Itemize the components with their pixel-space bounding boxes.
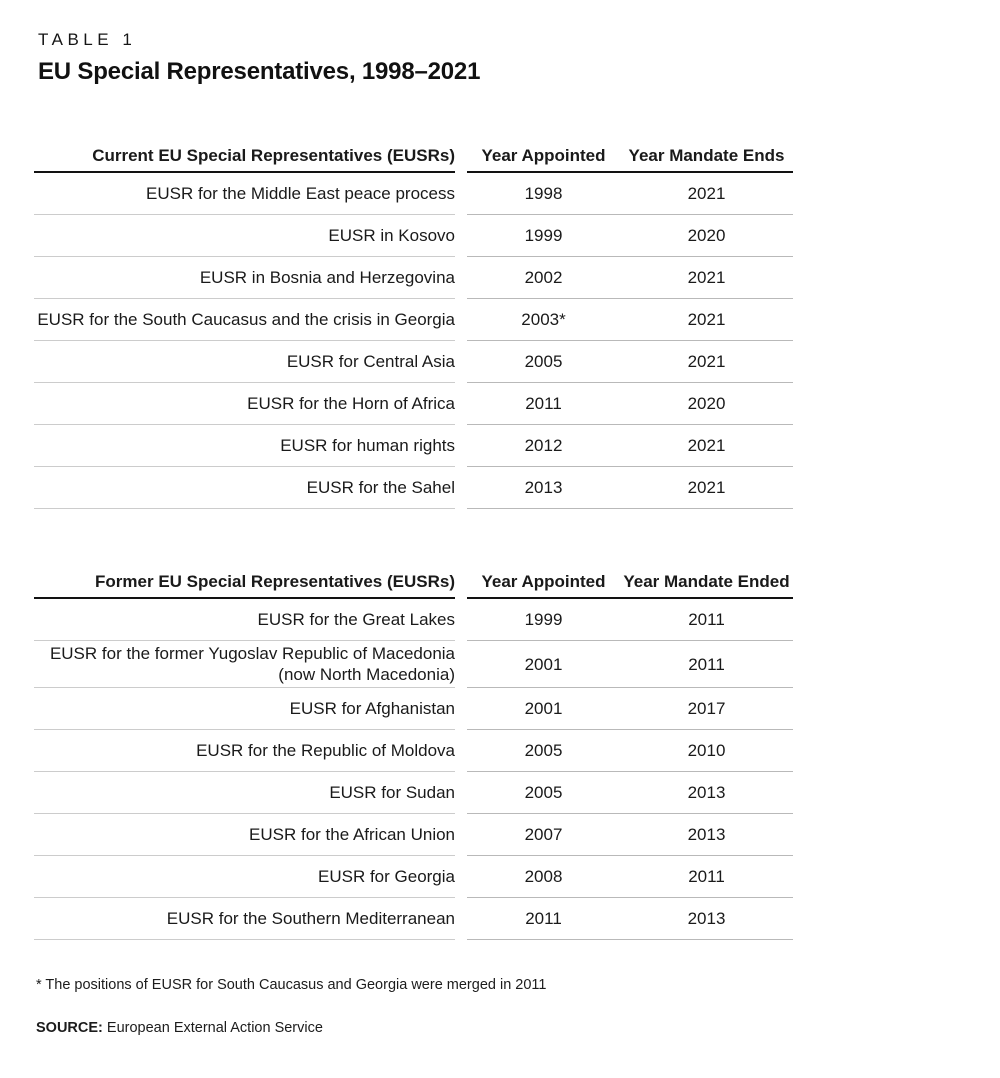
table-row: EUSR in Kosovo 1999 2020 [34, 215, 793, 257]
table-row: EUSR in Bosnia and Herzegovina 2002 2021 [34, 257, 793, 299]
representative-name: EUSR for Afghanistan [34, 688, 455, 730]
table-row: EUSR for the Great Lakes 1999 2011 [34, 599, 793, 641]
year-appointed-value: 2001 [524, 654, 563, 674]
year-appointed-value: 2002 [524, 268, 563, 287]
year-mandate-value: 2017 [687, 699, 726, 718]
table-row: EUSR for the Middle East peace process 19… [34, 173, 793, 215]
source-line: SOURCE: European External Action Service [36, 1019, 1000, 1037]
representative-name: EUSR for human rights [34, 425, 455, 467]
year-mandate-value: 2021 [687, 268, 726, 287]
column-header-representatives: Former EU Special Representatives (EUSRs… [34, 569, 455, 599]
table-row: EUSR for the Horn of Africa 2011 2020 [34, 383, 793, 425]
representative-name: EUSR in Kosovo [34, 215, 455, 257]
table-header-row: Current EU Special Representatives (EUSR… [34, 143, 793, 173]
year-mandate-value: 2011 [688, 610, 725, 629]
year-mandate-value: 2013 [687, 783, 726, 802]
representative-name: EUSR for the former Yugoslav Republic of… [34, 641, 455, 688]
year-appointed-value: 2005 [524, 783, 563, 802]
year-appointed-value: 2007 [524, 825, 563, 844]
column-header-representatives: Current EU Special Representatives (EUSR… [34, 143, 455, 173]
year-appointed-value: 1999 [524, 610, 563, 629]
year-mandate-value: 2013 [687, 909, 726, 928]
column-header-year-mandate-ended: Year Mandate Ended [623, 572, 790, 591]
representative-name: EUSR for the Great Lakes [34, 599, 455, 641]
year-appointed-value: 2008 [524, 867, 563, 886]
year-mandate-value: 2021 [687, 184, 726, 203]
column-header-year-mandate-ends: Year Mandate Ends [628, 146, 785, 165]
representative-name: EUSR for the Southern Mediterranean [34, 898, 455, 940]
table-row: EUSR for the Republic of Moldova 2005 2010 [34, 730, 793, 772]
source-text: European External Action Service [106, 1020, 323, 1036]
table-row: EUSR for the Sahel 2013 2021 [34, 467, 793, 509]
table-body: EUSR for the Middle East peace process 19… [34, 173, 793, 509]
representative-name: EUSR for the Republic of Moldova [34, 730, 455, 772]
year-mandate-value: 2011 [688, 654, 725, 674]
year-appointed-value: 2001 [524, 699, 563, 718]
table-row: EUSR for the South Caucasus and the cris… [34, 299, 793, 341]
table-row: EUSR for Sudan 2005 2013 [34, 772, 793, 814]
table-row: EUSR for Georgia 2008 2011 [34, 856, 793, 898]
table-row: EUSR for the African Union 2007 2013 [34, 814, 793, 856]
year-mandate-value: 2020 [687, 394, 726, 413]
current-eusr-table: Current EU Special Representatives (EUSR… [34, 143, 793, 509]
representative-name: EUSR for Central Asia [34, 341, 455, 383]
year-mandate-value: 2021 [687, 436, 726, 455]
year-appointed-value: 2005 [524, 352, 563, 371]
table-header-row: Former EU Special Representatives (EUSRs… [34, 569, 793, 599]
year-appointed-value: 2012 [524, 436, 563, 455]
page-title: EU Special Representatives, 1998–2021 [38, 58, 481, 85]
year-mandate-value: 2020 [687, 226, 726, 245]
representative-name: EUSR for the Middle East peace process [34, 173, 455, 215]
representative-name: EUSR for Georgia [34, 856, 455, 898]
representative-name: EUSR for the Horn of Africa [34, 383, 455, 425]
table-row: EUSR for Afghanistan 2001 2017 [34, 688, 793, 730]
table-row: EUSR for the Southern Mediterranean 2011 2… [34, 898, 793, 940]
year-appointed-value: 1998 [524, 184, 563, 203]
table-row: EUSR for Central Asia 2005 2021 [34, 341, 793, 383]
table-body: EUSR for the Great Lakes 1999 2011 EUSR for… [34, 599, 793, 940]
year-mandate-value: 2021 [687, 310, 726, 329]
representative-name: EUSR for Sudan [34, 772, 455, 814]
year-appointed-value: 2011 [525, 394, 562, 413]
footnote: * The positions of EUSR for South Caucas… [36, 977, 547, 993]
year-appointed-value: 2003* [521, 310, 566, 329]
year-mandate-value: 2010 [687, 741, 726, 760]
column-header-year-appointed: Year Appointed [481, 146, 606, 165]
representative-name: EUSR for the African Union [34, 814, 455, 856]
representative-name: EUSR in Bosnia and Herzegovina [34, 257, 455, 299]
year-appointed-value: 2005 [524, 741, 563, 760]
column-header-year-appointed: Year Appointed [481, 572, 606, 591]
table-row: EUSR for the former Yugoslav Republic of… [34, 641, 793, 688]
year-mandate-value: 2021 [687, 352, 726, 371]
year-mandate-value: 2011 [688, 867, 725, 886]
year-mandate-value: 2013 [687, 825, 726, 844]
year-appointed-value: 1999 [524, 226, 563, 245]
table-row: EUSR for human rights 2012 2021 [34, 425, 793, 467]
source-label: SOURCE: [36, 1020, 103, 1036]
year-appointed-value: 2013 [524, 478, 563, 497]
year-appointed-value: 2011 [525, 909, 562, 928]
representative-name: EUSR for the Sahel [34, 467, 455, 509]
representative-name: EUSR for the South Caucasus and the cris… [34, 299, 455, 341]
former-eusr-table: Former EU Special Representatives (EUSRs… [34, 569, 793, 940]
year-mandate-value: 2021 [687, 478, 726, 497]
table-label: TABLE 1 [38, 30, 137, 49]
